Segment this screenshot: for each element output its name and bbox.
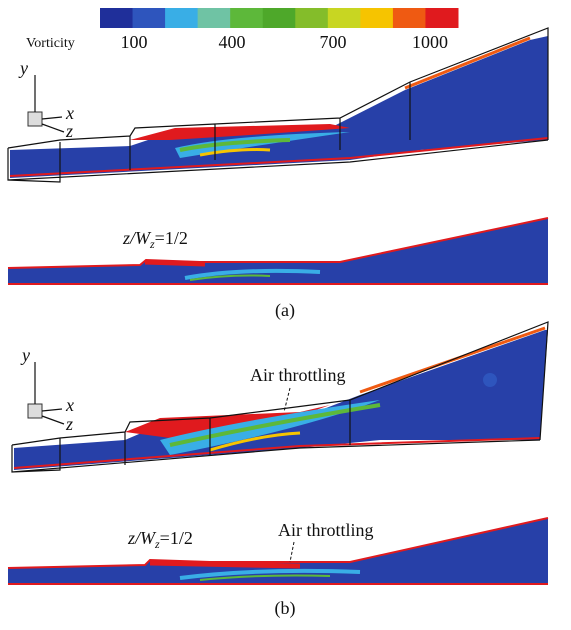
- panel-a-slice: z/Wz=1/2: [7, 217, 549, 285]
- colorbar-segment: [392, 8, 426, 28]
- axis-label: z: [65, 414, 73, 434]
- slice-label: z/Wz=1/2: [122, 228, 188, 251]
- colorbar-segment: [425, 8, 459, 28]
- colorbar-tick: 1000: [412, 32, 448, 52]
- colorbar-segment: [230, 8, 264, 28]
- colorbar: [100, 8, 459, 28]
- colorbar-tick: 400: [219, 32, 246, 52]
- colorbar-tick: 700: [320, 32, 347, 52]
- slice-label-rest: =1/2: [160, 528, 193, 548]
- colorbar-segment: [360, 8, 394, 28]
- axis-label: y: [20, 345, 30, 365]
- colorbar-tick: 100: [121, 32, 148, 52]
- slice-label-rest: =1/2: [155, 228, 188, 248]
- colorbar-segment: [197, 8, 231, 28]
- colorbar-segment: [132, 8, 166, 28]
- colorbar-segment: [262, 8, 296, 28]
- panel-b-slice: z/Wz=1/2 Air throttling: [7, 517, 549, 585]
- caption: (a): [275, 300, 295, 321]
- axis-label: z: [65, 121, 73, 141]
- colorbar-label: Vorticity: [26, 36, 75, 51]
- colorbar-segment: [295, 8, 329, 28]
- axis-label: x: [65, 395, 74, 415]
- colorbar-segment: [327, 8, 361, 28]
- colorbar-segment: [165, 8, 199, 28]
- axis-label: y: [18, 58, 28, 78]
- annotation: Air throttling: [278, 520, 374, 540]
- colorbar-segment: [100, 8, 134, 28]
- panel-b-3d: y x z Air throttling: [11, 321, 549, 473]
- slice-label-main: z/W: [127, 528, 157, 548]
- annotation: Air throttling: [250, 365, 346, 385]
- axis-label: x: [65, 103, 74, 123]
- slice-label-sub: z: [149, 237, 155, 251]
- slice-label-sub: z: [154, 537, 160, 551]
- caption: (b): [275, 598, 296, 619]
- slice-label-main: z/W: [122, 228, 152, 248]
- panel-a-3d: y x z: [7, 27, 549, 183]
- slice-label: z/Wz=1/2: [127, 528, 193, 551]
